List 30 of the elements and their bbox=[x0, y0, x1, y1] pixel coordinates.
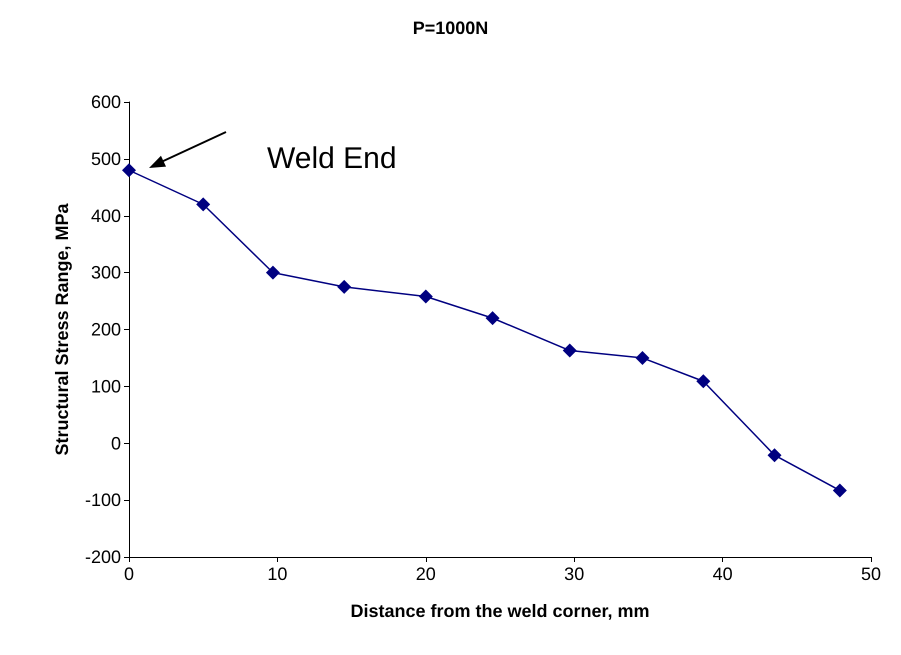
point bbox=[635, 350, 650, 365]
point bbox=[122, 163, 136, 178]
point bbox=[486, 311, 500, 326]
point bbox=[832, 483, 847, 498]
y-tick-label: -200 bbox=[84, 547, 121, 567]
y-tick-label: 100 bbox=[90, 376, 121, 396]
x-tick-label: 40 bbox=[712, 564, 733, 584]
x-tick-label: 50 bbox=[860, 564, 882, 584]
y-tick-label: 600 bbox=[90, 92, 121, 112]
annotation: Weld End bbox=[267, 142, 397, 176]
x-axis-title: Distance from the weld corner, mm bbox=[350, 601, 650, 621]
chart-title: P=1000N bbox=[412, 18, 488, 38]
point bbox=[562, 344, 577, 358]
point bbox=[266, 266, 280, 280]
x-tick-label: 0 bbox=[124, 564, 134, 584]
point bbox=[768, 448, 782, 462]
y-tick-label: 400 bbox=[90, 206, 121, 226]
y-tick-label: -100 bbox=[84, 490, 121, 510]
y-axis-title: Structural Stress Range, MPa bbox=[52, 202, 72, 456]
y-tick-label: 200 bbox=[90, 320, 121, 340]
point bbox=[418, 290, 433, 304]
x-tick-label: 30 bbox=[564, 564, 584, 584]
y-tick-label: 0 bbox=[110, 433, 121, 454]
x-tick-label: 10 bbox=[267, 564, 288, 584]
point bbox=[696, 374, 710, 388]
point bbox=[337, 280, 352, 294]
y-tick-label: 500 bbox=[90, 148, 121, 169]
point bbox=[196, 197, 210, 212]
x-tick-label: 20 bbox=[416, 564, 436, 584]
y-tick-label: 300 bbox=[90, 262, 121, 283]
